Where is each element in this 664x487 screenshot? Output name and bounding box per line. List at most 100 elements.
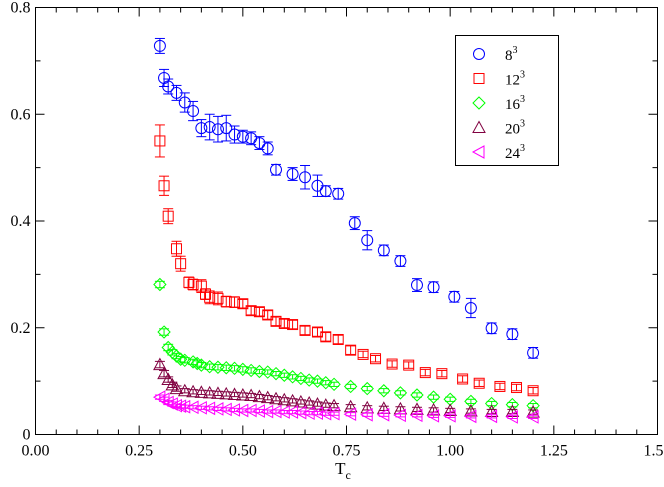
data-point	[173, 399, 187, 414]
data-point	[410, 279, 423, 292]
data-point	[484, 409, 498, 424]
series-8	[153, 37, 540, 359]
data-point	[345, 344, 357, 356]
data-point	[409, 408, 423, 423]
legend-marker-24	[471, 145, 485, 159]
data-point	[386, 358, 398, 370]
data-point	[211, 386, 225, 399]
data-point	[157, 366, 171, 380]
data-point	[244, 363, 258, 378]
data-point	[332, 187, 345, 200]
data-point	[194, 385, 209, 398]
data-point	[153, 357, 167, 371]
data-point	[327, 406, 340, 421]
data-point	[154, 135, 166, 147]
data-point	[506, 328, 519, 341]
x-tick-label: 0.50	[229, 443, 257, 460]
data-point	[505, 410, 518, 424]
legend-label-base: 16	[505, 97, 521, 113]
data-point	[310, 406, 323, 420]
data-point	[494, 380, 506, 392]
y-tick-label: 0.4	[11, 213, 31, 230]
data-point	[177, 399, 191, 414]
data-point	[376, 407, 390, 422]
data-point	[261, 142, 274, 155]
legend-label-base: 8	[505, 48, 513, 64]
data-point	[253, 137, 266, 150]
legend-marker-8	[473, 48, 485, 60]
data-point	[277, 392, 292, 406]
data-point	[186, 400, 199, 415]
legend-label-exponent: 3	[520, 143, 525, 154]
data-point	[310, 397, 325, 410]
data-point	[320, 331, 332, 343]
data-point	[202, 385, 217, 399]
data-point	[260, 390, 275, 404]
series-24	[152, 390, 539, 424]
data-point	[285, 393, 300, 407]
data-point	[319, 185, 332, 198]
data-point	[187, 105, 200, 118]
data-point	[178, 353, 192, 368]
legend-label-12: 123	[505, 70, 525, 89]
data-point	[464, 394, 478, 409]
legend-label-exponent: 3	[520, 94, 525, 105]
plot-frame	[35, 7, 658, 435]
data-point	[220, 122, 233, 135]
data-point	[294, 394, 308, 408]
data-point	[204, 291, 216, 303]
data-point	[463, 409, 477, 424]
data-point	[436, 368, 448, 380]
data-point	[319, 376, 333, 390]
y-tick-label: 0.8	[11, 0, 31, 17]
data-point	[227, 387, 242, 400]
data-point	[357, 348, 369, 360]
data-point	[270, 315, 282, 327]
data-point	[229, 296, 241, 308]
data-point	[310, 374, 325, 388]
data-point	[252, 404, 265, 418]
data-point	[237, 298, 249, 310]
legend-box	[455, 35, 559, 166]
data-point	[464, 302, 477, 315]
data-point	[244, 403, 257, 418]
data-point	[170, 243, 182, 255]
data-point	[360, 407, 373, 422]
data-point	[244, 388, 258, 402]
x-tick-label: 1.00	[436, 443, 464, 460]
data-point	[285, 405, 299, 419]
legend-label-exponent: 3	[520, 70, 525, 81]
x-tick-label: 0.00	[22, 443, 50, 460]
data-point	[175, 258, 187, 270]
data-point	[294, 371, 308, 386]
legend-label-8: 83	[505, 45, 518, 64]
data-point	[253, 306, 265, 318]
data-point	[162, 80, 175, 93]
data-point	[203, 121, 216, 134]
data-point	[202, 401, 216, 416]
data-point	[269, 391, 283, 405]
data-point	[299, 324, 311, 336]
data-point	[195, 122, 208, 135]
data-point	[227, 403, 241, 417]
data-point	[219, 386, 234, 400]
data-point	[210, 402, 224, 416]
data-point	[343, 379, 358, 394]
data-point	[485, 322, 498, 335]
data-point	[327, 377, 341, 392]
data-point	[186, 384, 200, 398]
data-point	[278, 317, 290, 329]
data-point	[211, 123, 224, 136]
data-point	[177, 383, 192, 397]
data-point	[260, 404, 274, 419]
data-point	[161, 372, 176, 386]
data-point	[277, 405, 290, 419]
legend-marker-20	[472, 120, 486, 133]
data-point	[443, 408, 456, 423]
data-point	[245, 305, 257, 317]
legend-marker-16	[472, 96, 486, 110]
data-point	[473, 377, 485, 389]
data-point	[427, 281, 440, 294]
